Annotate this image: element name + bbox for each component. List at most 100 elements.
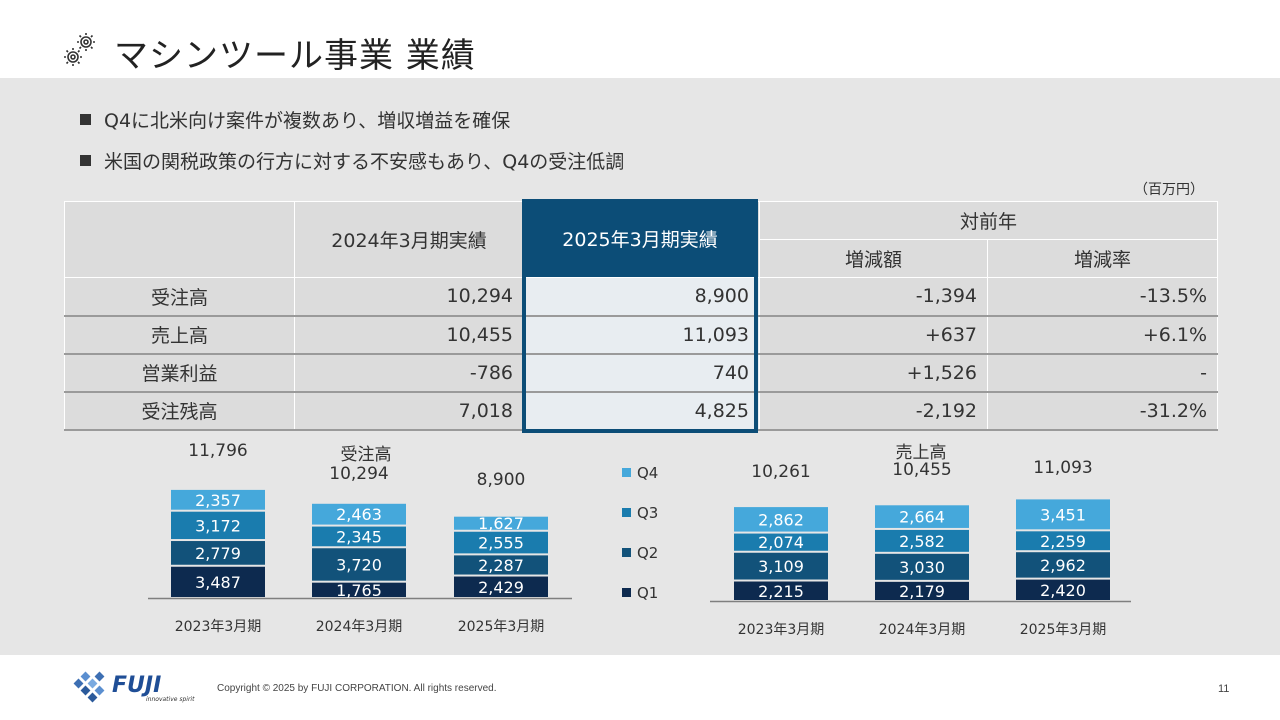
legend-label: Q3 <box>637 504 658 522</box>
bar-segment-q2 <box>312 548 406 581</box>
legend-swatch-q4 <box>622 468 631 477</box>
bullet-list: Q4に北米向け案件が複数あり、増収増益を確保 米国の関税政策の行方に対する不安感… <box>80 107 624 189</box>
bar-segment-q4 <box>312 503 406 525</box>
data-label: 3,109 <box>758 557 804 576</box>
legend-swatch-q2 <box>622 548 631 557</box>
table-row: 売上高 10,455 11,093 +637 +6.1% <box>64 315 1219 355</box>
cell-diff: -1,394 <box>759 277 988 317</box>
data-label: 2,259 <box>1040 532 1086 551</box>
cell-prev: 10,294 <box>294 277 524 317</box>
data-label: 2,862 <box>758 510 804 529</box>
bar-segment-q4 <box>171 489 265 510</box>
slide-footer <box>0 655 1280 720</box>
category-label: 2023年3月期 <box>175 619 262 635</box>
total-label: 10,294 <box>329 464 388 484</box>
cell-prev: -786 <box>294 353 524 393</box>
legend-label: Q4 <box>637 464 658 482</box>
legend-label: Q2 <box>637 544 658 562</box>
total-label: 8,900 <box>477 470 526 490</box>
total-label: 10,455 <box>892 460 951 480</box>
category-label: 2024年3月期 <box>316 619 403 635</box>
bullet-square-icon <box>80 154 91 166</box>
header-prev: 2024年3月期実績 <box>294 201 524 278</box>
page-number: 11 <box>1218 683 1230 695</box>
bar-segment-q2 <box>454 555 548 575</box>
bar-segment-q3 <box>734 533 828 551</box>
logo-brand: FUJI <box>112 673 161 698</box>
legend-swatch-q3 <box>622 508 631 517</box>
cell-rate: -13.5% <box>986 277 1219 317</box>
data-label: 2,429 <box>478 578 524 597</box>
data-label: 3,720 <box>336 555 382 574</box>
bar-segment-q1 <box>454 576 548 597</box>
bar-segment-q4 <box>875 505 969 528</box>
bullet-text: Q4に北米向け案件が複数あり、増収増益を確保 <box>104 109 511 132</box>
bar-segment-q3 <box>171 511 265 540</box>
slide-header: マシンツール事業 業績 <box>0 0 1280 78</box>
cell-curr: 11,093 <box>523 315 760 355</box>
gears-icon <box>64 33 95 66</box>
cell-rate: +6.1% <box>986 315 1219 355</box>
row-label: 営業利益 <box>64 353 295 393</box>
category-label: 2023年3月期 <box>738 622 825 638</box>
table-row: 受注高 10,294 8,900 -1,394 -13.5% <box>64 277 1219 317</box>
data-label: 2,074 <box>758 533 804 552</box>
performance-table: 2024年3月期実績 対前年 増減額 増減率 受注高 10,294 8,900 … <box>64 201 1219 431</box>
bullet-text: 米国の関税政策の行方に対する不安感もあり、Q4の受注低調 <box>104 150 625 173</box>
fuji-logo: FUJI innovative spirit <box>73 671 195 703</box>
cell-prev: 7,018 <box>294 391 524 431</box>
data-label: 2,779 <box>195 544 241 563</box>
data-label: 3,030 <box>899 558 945 577</box>
legend-label: Q1 <box>637 584 658 602</box>
cell-rate: - <box>986 353 1219 393</box>
bar-segment-q3 <box>875 529 969 552</box>
data-label: 2,962 <box>1040 556 1086 575</box>
bar-segment-q2 <box>875 553 969 580</box>
data-label: 3,451 <box>1040 505 1086 524</box>
bar-segment-q3 <box>312 526 406 547</box>
header-yoy: 対前年 <box>758 201 1219 240</box>
cell-curr: 4,825 <box>523 391 760 431</box>
bar-segment-q1 <box>312 582 406 597</box>
bar-segment-q2 <box>734 552 828 580</box>
cell-diff: -2,192 <box>759 391 988 431</box>
data-label: 2,215 <box>758 582 804 601</box>
page-title: マシンツール事業 業績 <box>114 36 476 76</box>
logo-diamond-icon <box>73 671 105 703</box>
bar-segment-q3 <box>1016 531 1110 551</box>
category-label: 2025年3月期 <box>1020 622 1107 638</box>
data-label: 2,582 <box>899 532 945 551</box>
data-label: 2,664 <box>899 508 945 527</box>
data-label: 2,345 <box>336 527 382 546</box>
data-label: 3,487 <box>195 573 241 592</box>
bullet-item: Q4に北米向け案件が複数あり、増収増益を確保 <box>80 107 624 132</box>
bullet-item: 米国の関税政策の行方に対する不安感もあり、Q4の受注低調 <box>80 148 625 173</box>
bar-segment-q3 <box>454 531 548 554</box>
data-label: 2,287 <box>478 556 524 575</box>
header-diff: 増減額 <box>759 239 988 278</box>
data-label: 1,627 <box>478 514 524 533</box>
total-label: 10,261 <box>751 462 810 482</box>
stacked-bar-charts: 受注高 3,487 2,779 3,172 2,357 11,796 2023年3月期 1,7… <box>148 441 1131 638</box>
cell-curr: 8,900 <box>523 277 760 317</box>
unit-label: （百万円） <box>1134 182 1204 198</box>
data-label: 3,172 <box>195 516 241 535</box>
data-label: 2,555 <box>478 534 524 553</box>
bar-segment-q2 <box>171 541 265 565</box>
legend-swatch-q1 <box>622 588 631 597</box>
cell-prev: 10,455 <box>294 315 524 355</box>
data-label: 2,463 <box>336 505 382 524</box>
table-corner-cell <box>64 201 295 278</box>
logo-tagline: innovative spirit <box>146 696 195 703</box>
bar-segment-q4 <box>1016 499 1110 530</box>
data-label: 2,357 <box>195 491 241 510</box>
cell-diff: +1,526 <box>759 353 988 393</box>
row-label: 受注高 <box>64 277 295 317</box>
row-label: 売上高 <box>64 315 295 355</box>
table-row: 営業利益 -786 740 +1,526 - <box>64 353 1219 393</box>
data-label: 1,765 <box>336 581 382 600</box>
data-label: 2,179 <box>899 582 945 601</box>
category-label: 2025年3月期 <box>458 619 545 635</box>
table-row: 受注残高 7,018 4,825 -2,192 -31.2% <box>64 391 1219 431</box>
bar-segment-q1 <box>171 566 265 597</box>
